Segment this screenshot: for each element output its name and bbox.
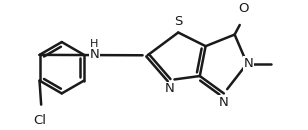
Text: N: N <box>164 82 174 95</box>
Text: Cl: Cl <box>33 114 46 127</box>
Text: N: N <box>219 96 229 109</box>
Text: N: N <box>244 57 253 70</box>
Text: O: O <box>238 2 249 15</box>
Text: H: H <box>90 39 99 49</box>
Text: S: S <box>174 15 182 28</box>
Text: N: N <box>90 48 99 61</box>
